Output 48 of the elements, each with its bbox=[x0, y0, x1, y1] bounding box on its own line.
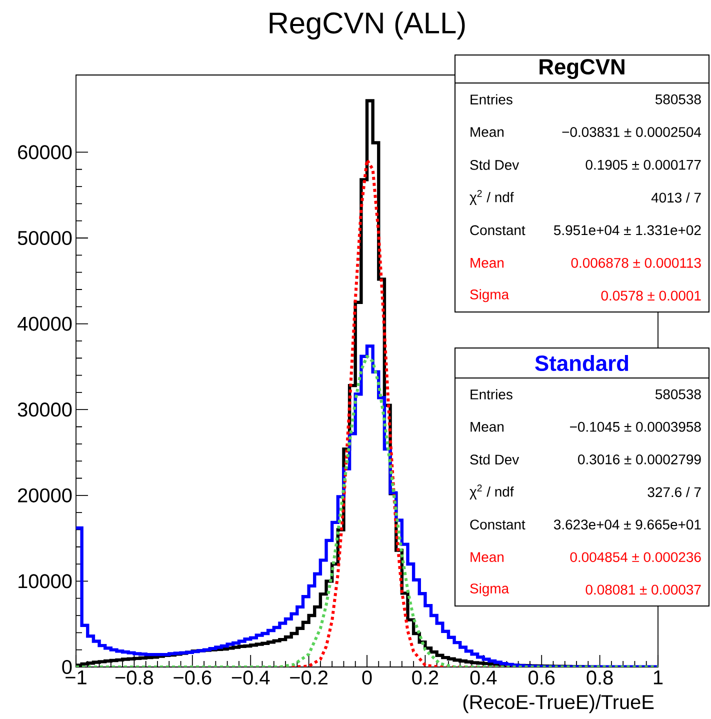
annotation: Entries bbox=[470, 389, 512, 400]
chart-title: RegCVN (ALL) bbox=[270, 12, 465, 40]
annotation: 580538 bbox=[655, 94, 701, 104]
annotation: χ$^{2}$ / ndf bbox=[470, 484, 514, 500]
x-tick-label: −0.8 bbox=[116, 670, 154, 685]
annotation: Std Dev bbox=[470, 160, 520, 170]
annotation: Sigma bbox=[470, 583, 510, 596]
x-tick-label: −0.4 bbox=[232, 670, 270, 685]
annotation: Mean bbox=[470, 127, 504, 137]
text: RegCVN bbox=[540, 59, 624, 79]
y-tick-label: 20000 bbox=[18, 488, 72, 502]
annotation: Mean bbox=[470, 258, 504, 268]
annotation: Constant bbox=[470, 225, 526, 236]
annotation: 580538 bbox=[655, 389, 701, 400]
annotation: 0.3016 ± 0.0002799 bbox=[578, 454, 701, 464]
annotation: Std Dev bbox=[470, 454, 520, 465]
annotation: 0.1905 ± 0.000177 bbox=[586, 160, 701, 170]
x-tick-label: 0.2 bbox=[412, 670, 438, 685]
x-tick-label: 0.4 bbox=[470, 670, 497, 685]
annotation: 5.951e+04 ± 1.331e+02 bbox=[554, 225, 701, 236]
annotation: 0.006878 ± 0.000113 bbox=[571, 258, 701, 268]
x-tick-label: 0.6 bbox=[528, 670, 555, 685]
x-tick-label: 0 bbox=[362, 670, 372, 685]
x-tick-label: 1 bbox=[654, 670, 663, 684]
x-tick-label: −0.2 bbox=[290, 670, 328, 685]
x-tick-label: −0.6 bbox=[174, 670, 212, 685]
annotation: 0.004854 ± 0.000236 bbox=[570, 552, 701, 562]
annotation: χ$^{2}$ / ndf bbox=[470, 190, 514, 205]
annotation: 3.623e+04 ± 9.665e+01 bbox=[554, 520, 701, 530]
annotation: Mean bbox=[470, 552, 504, 562]
annotation: Constant bbox=[470, 520, 526, 530]
x-axis-title: (RecoE-TrueE)/TrueE bbox=[463, 694, 654, 714]
y-tick-label: 40000 bbox=[18, 316, 72, 331]
annotation: 327.6 / 7 bbox=[648, 486, 701, 498]
annotation: Entries bbox=[470, 94, 512, 104]
y-tick-label: 50000 bbox=[18, 230, 72, 246]
y-tick-label: 10000 bbox=[18, 574, 72, 588]
annotation: Mean bbox=[470, 422, 504, 432]
y-tick-label: 60000 bbox=[18, 145, 72, 160]
x-tick-label: 0.8 bbox=[586, 670, 613, 685]
annotation: −0.1045 ± 0.0003958 bbox=[570, 422, 701, 432]
annotation: −0.03831 ± 0.0002504 bbox=[562, 127, 702, 138]
y-tick-label: 30000 bbox=[18, 402, 72, 417]
text: Standard bbox=[535, 354, 628, 372]
annotation: 0.0578 ± 0.0001 bbox=[601, 290, 701, 301]
annotation: Sigma bbox=[470, 289, 510, 302]
annotation: 0.08081 ± 0.00037 bbox=[586, 584, 701, 595]
annotation: 4013 / 7 bbox=[651, 192, 701, 203]
